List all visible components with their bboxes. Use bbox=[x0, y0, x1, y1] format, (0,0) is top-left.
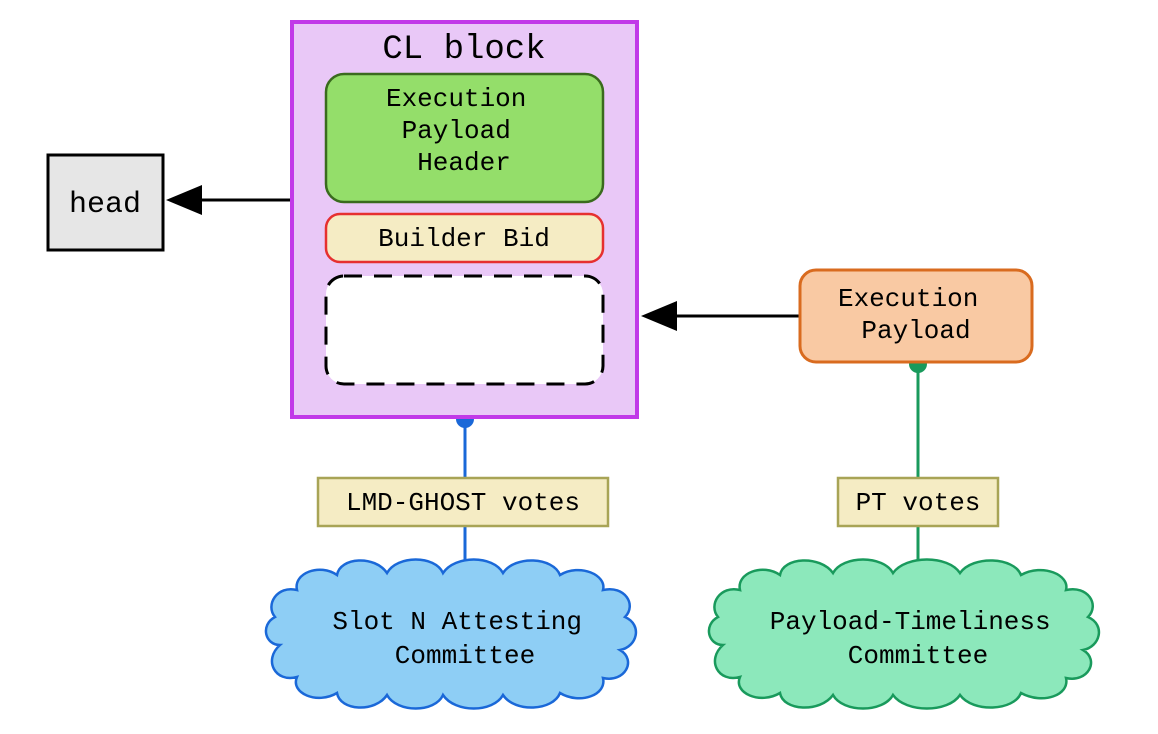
pt-committee-node: Payload-Timeliness Committee bbox=[709, 560, 1099, 709]
slot-committee-node: Slot N Attesting Committee bbox=[266, 560, 636, 709]
builder-bid-label: Builder Bid bbox=[378, 224, 550, 254]
head-label: head bbox=[69, 188, 141, 222]
lmd-votes-label: LMD-GHOST votes bbox=[346, 488, 580, 518]
cl-block-label: CL block bbox=[382, 31, 545, 69]
lmd-votes-node: LMD-GHOST votes bbox=[318, 478, 608, 526]
pt-votes-node: PT votes bbox=[838, 478, 998, 526]
dashed-slot-node bbox=[326, 276, 603, 384]
pt-votes-label: PT votes bbox=[856, 488, 981, 518]
diagram-svg: head CL block Execution Payload Header B… bbox=[0, 0, 1158, 734]
diagram-canvas: head CL block Execution Payload Header B… bbox=[0, 0, 1158, 734]
head-node: head bbox=[48, 155, 163, 250]
builder-bid-node: Builder Bid bbox=[326, 214, 603, 262]
edge-pt-committee-to-payload bbox=[909, 355, 927, 565]
exec-header-node: Execution Payload Header bbox=[326, 74, 603, 202]
exec-payload-node: Execution Payload bbox=[800, 270, 1032, 362]
